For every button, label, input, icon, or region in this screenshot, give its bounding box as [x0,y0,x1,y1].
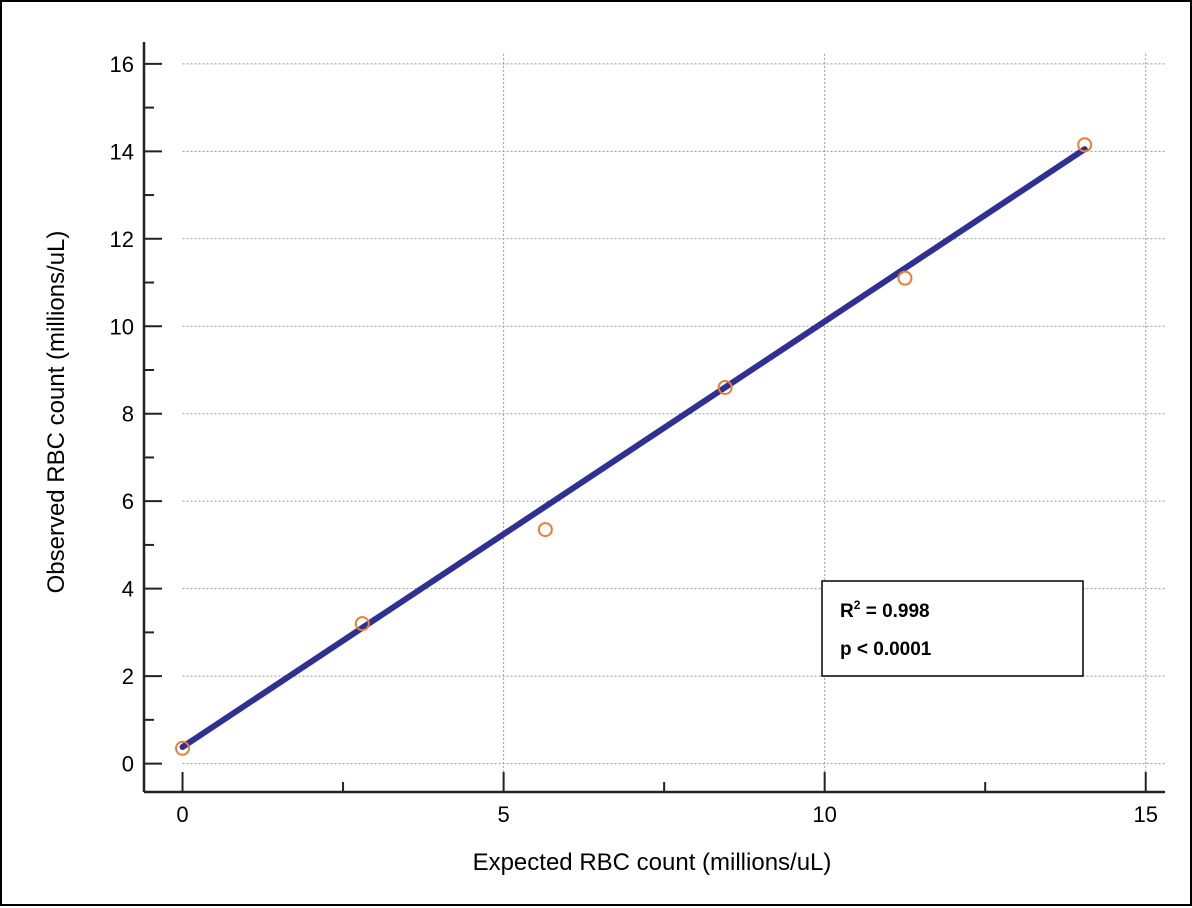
data-point [539,523,552,536]
x-axis-title: Expected RBC count (millions/uL) [473,849,832,876]
data-point [898,272,911,285]
r-squared-label: R2 = 0.998 [840,598,930,622]
y-tick-label: 4 [122,577,134,602]
stats-box-border [822,581,1083,676]
y-tick-label: 0 [122,752,134,777]
p-value-label: p < 0.0001 [840,639,932,660]
stats-annotation-box: R2 = 0.998 p < 0.0001 [822,581,1083,676]
y-tick-label: 14 [110,139,134,164]
tick-marks [144,64,1146,792]
tick-labels: 0 2 4 6 8 10 12 14 16 0 5 10 15 [110,52,1158,827]
y-tick-label: 12 [110,227,134,252]
y-tick-label: 2 [122,664,134,689]
x-tick-label: 0 [176,802,188,827]
y-tick-label: 8 [122,402,134,427]
y-tick-label: 6 [122,489,134,514]
y-tick-label: 10 [110,314,134,339]
x-tick-label: 15 [1133,802,1157,827]
x-tick-label: 5 [497,802,509,827]
axes [144,42,1165,792]
y-axis-title: Observed RBC count (millions/uL) [43,231,70,594]
y-tick-label: 16 [110,52,134,77]
x-tick-label: 10 [812,802,836,827]
